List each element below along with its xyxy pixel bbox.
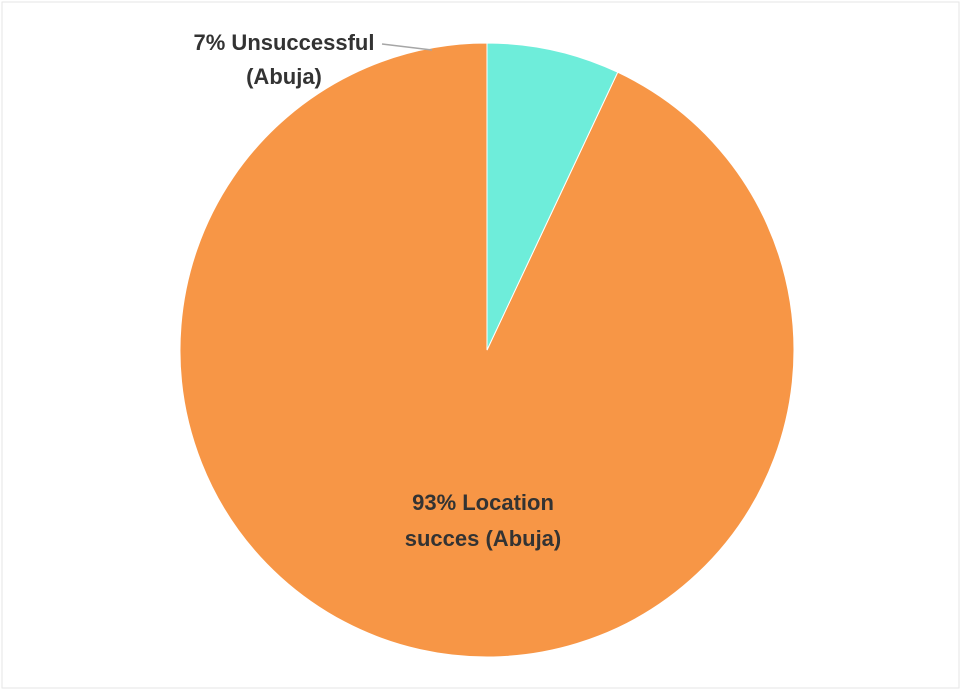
slice-label-line: 7% Unsuccessful xyxy=(194,30,375,55)
leader-line xyxy=(381,43,433,51)
slice-label-1: 7% Unsuccessful (Abuja) xyxy=(194,30,375,89)
slices-layer xyxy=(179,42,795,658)
slice-label-line: succes (Abuja) xyxy=(405,526,562,551)
slice-label-0: 93% Location succes (Abuja) xyxy=(405,490,562,551)
labels-layer: 93% Location succes (Abuja) 7% Unsuccessfu… xyxy=(194,30,562,551)
slice-label-line: 93% Location xyxy=(412,490,554,515)
slice-label-line: (Abuja) xyxy=(246,64,322,89)
pie-slice-1 xyxy=(486,42,619,351)
